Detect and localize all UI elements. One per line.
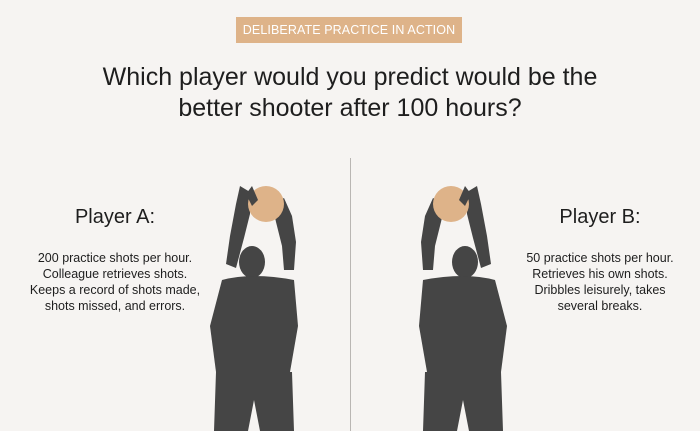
basketball-ball <box>248 186 284 222</box>
player-a-silhouette <box>210 186 298 431</box>
player-a-line-2: Colleague retrieves shots. <box>42 267 188 281</box>
player-b-title: Player B: <box>559 206 641 228</box>
player-b-line-3: Dribbles leisurely, takes <box>534 283 666 297</box>
question-line-2: better shooter after 100 hours? <box>178 94 522 122</box>
basketball-shooter-icon <box>210 186 298 431</box>
player-a-line-1: 200 practice shots per hour. <box>37 251 193 265</box>
player-a-title: Player A: <box>74 206 156 228</box>
basketball-shooter-icon <box>419 186 507 431</box>
player-a-line-4: shots missed, and errors. <box>44 299 186 313</box>
player-a-description: 200 practice shots per hour. Colleague r… <box>10 250 220 314</box>
player-a-line-3: Keeps a record of shots made, <box>29 283 201 297</box>
player-b-line-4: several breaks. <box>557 299 643 313</box>
player-b-description: 50 practice shots per hour. Retrieves hi… <box>495 250 700 314</box>
center-divider <box>350 158 351 431</box>
section-tag: DELIBERATE PRACTICE IN ACTION <box>236 17 462 43</box>
question-line-1: Which player would you predict would be … <box>102 63 598 91</box>
player-b-line-1: 50 practice shots per hour. <box>526 251 674 265</box>
player-b-line-2: Retrieves his own shots. <box>532 267 668 281</box>
player-b-silhouette <box>419 186 507 431</box>
page-question: Which player would you predict would be … <box>60 62 640 124</box>
basketball-ball <box>433 186 469 222</box>
